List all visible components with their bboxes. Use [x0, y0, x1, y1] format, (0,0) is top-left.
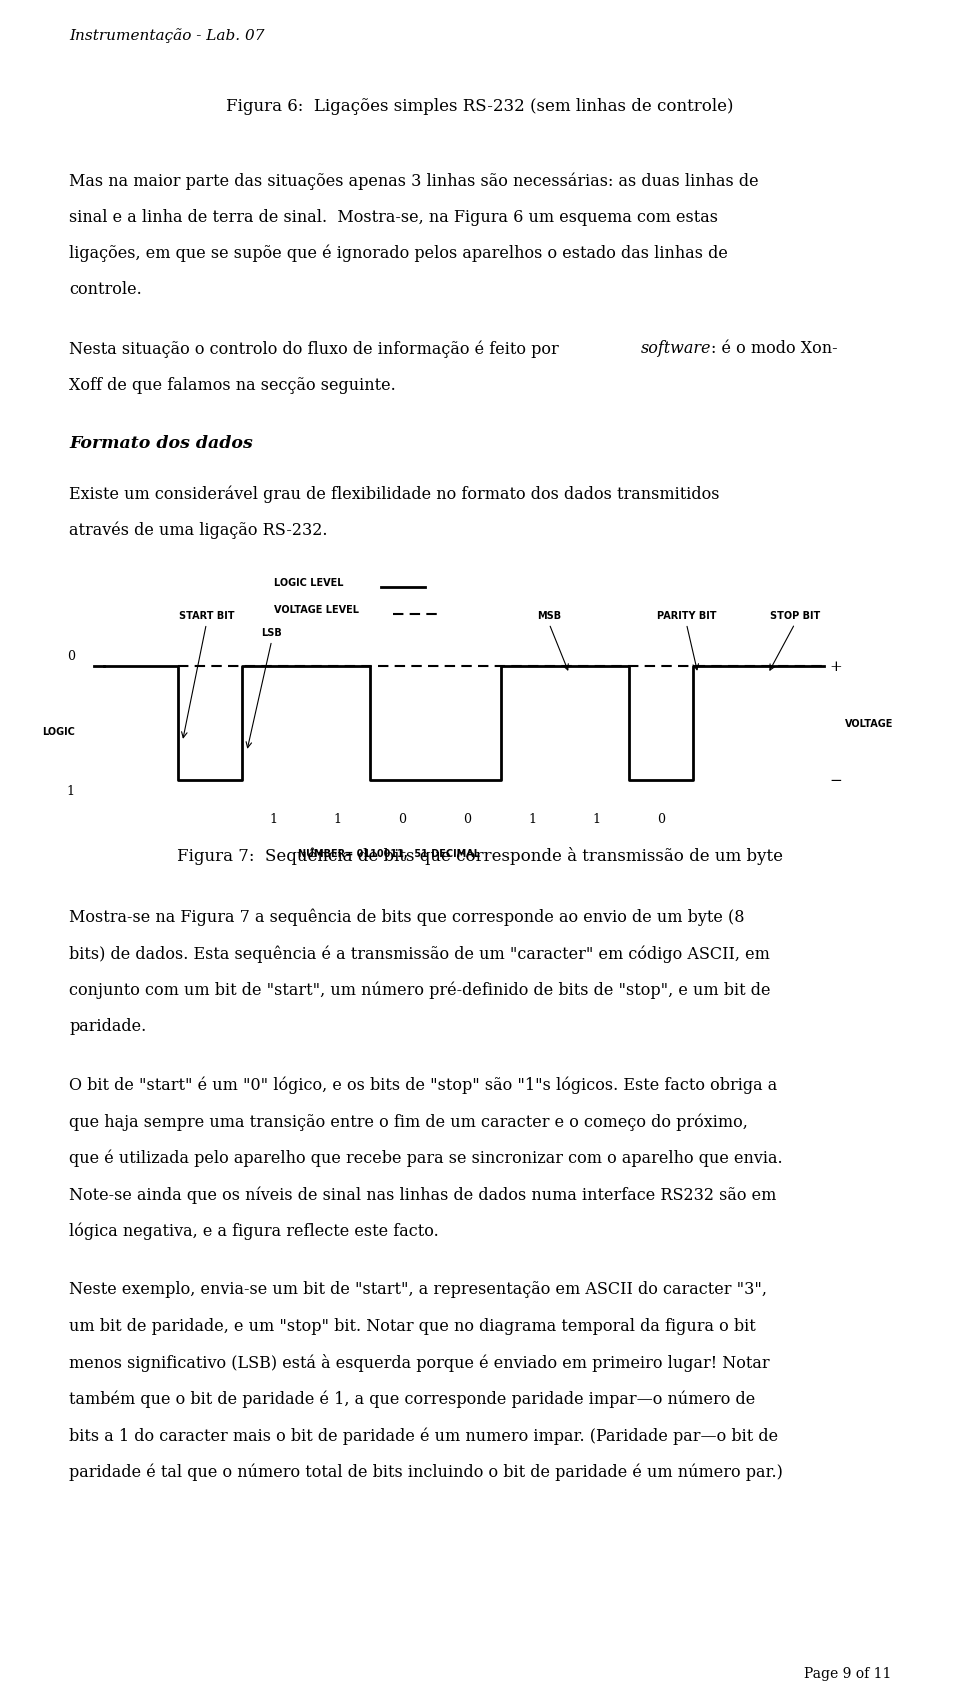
Text: menos significativo (LSB) está à esquerda porque é enviado em primeiro lugar! No: menos significativo (LSB) está à esquerd…	[69, 1353, 770, 1372]
Text: conjunto com um bit de "start", um número pré-definido de bits de "stop", e um b: conjunto com um bit de "start", um númer…	[69, 981, 771, 998]
Text: paridade é tal que o número total de bits incluindo o bit de paridade é um númer: paridade é tal que o número total de bit…	[69, 1462, 783, 1481]
Text: −: −	[829, 773, 842, 788]
Text: Neste exemplo, envia-se um bit de "start", a representação em ASCII do caracter : Neste exemplo, envia-se um bit de "start…	[69, 1280, 767, 1297]
Text: software: software	[640, 340, 710, 357]
Text: LOGIC LEVEL: LOGIC LEVEL	[274, 577, 343, 588]
Text: NUMBER= 0110011,  51 DECIMAL: NUMBER= 0110011, 51 DECIMAL	[298, 847, 480, 857]
Text: O bit de "start" é um "0" lógico, e os bits de "stop" são "1"s lógicos. Este fac: O bit de "start" é um "0" lógico, e os b…	[69, 1077, 778, 1094]
Text: que haja sempre uma transição entre o fim de um caracter e o começo do próximo,: que haja sempre uma transição entre o fi…	[69, 1112, 748, 1129]
Text: Note-se ainda que os níveis de sinal nas linhas de dados numa interface RS232 sã: Note-se ainda que os níveis de sinal nas…	[69, 1185, 777, 1202]
Text: MSB: MSB	[537, 610, 562, 620]
Text: 1: 1	[529, 812, 537, 825]
Text: lógica negativa, e a figura reflecte este facto.: lógica negativa, e a figura reflecte est…	[69, 1223, 439, 1240]
Text: 0: 0	[464, 812, 471, 825]
Text: sinal e a linha de terra de sinal.  Mostra-se, na Figura 6 um esquema com estas: sinal e a linha de terra de sinal. Mostr…	[69, 209, 718, 226]
Text: Formato dos dados: Formato dos dados	[69, 435, 252, 452]
Text: Instrumentação - Lab. 07: Instrumentação - Lab. 07	[69, 27, 265, 42]
Text: Existe um considerável grau de flexibilidade no formato dos dados transmitidos: Existe um considerável grau de flexibili…	[69, 484, 720, 503]
Text: 1: 1	[333, 812, 342, 825]
Text: 1: 1	[67, 784, 75, 796]
Text: Figura 6:  Ligações simples RS-232 (sem linhas de controle): Figura 6: Ligações simples RS-232 (sem l…	[227, 98, 733, 115]
Text: LOGIC: LOGIC	[42, 727, 75, 737]
Text: bits a 1 do caracter mais o bit de paridade é um numero impar. (Paridade par—o b: bits a 1 do caracter mais o bit de parid…	[69, 1426, 779, 1443]
Text: VOLTAGE: VOLTAGE	[845, 718, 893, 728]
Text: ligações, em que se supõe que é ignorado pelos aparelhos o estado das linhas de: ligações, em que se supõe que é ignorado…	[69, 245, 728, 263]
Text: 0: 0	[397, 812, 406, 825]
Text: PARITY BIT: PARITY BIT	[657, 610, 716, 620]
Text: Nesta situação o controlo do fluxo de informação é feito por: Nesta situação o controlo do fluxo de in…	[69, 340, 564, 357]
Text: controle.: controle.	[69, 282, 142, 299]
Text: VOLTAGE LEVEL: VOLTAGE LEVEL	[274, 604, 359, 615]
Text: Page 9 of 11: Page 9 of 11	[804, 1666, 891, 1679]
Text: Mas na maior parte das situações apenas 3 linhas são necessárias: as duas linhas: Mas na maior parte das situações apenas …	[69, 171, 758, 190]
Text: Figura 7:  Sequência de bits que corresponde à transmissão de um byte: Figura 7: Sequência de bits que correspo…	[177, 846, 783, 864]
Text: 0: 0	[657, 812, 665, 825]
Text: bits) de dados. Esta sequência é a transmissão de um "caracter" em código ASCII,: bits) de dados. Esta sequência é a trans…	[69, 944, 770, 963]
Text: : é o modo Xon-: : é o modo Xon-	[711, 340, 838, 357]
Text: START BIT: START BIT	[179, 610, 234, 620]
Text: Mostra-se na Figura 7 a sequência de bits que corresponde ao envio de um byte (8: Mostra-se na Figura 7 a sequência de bit…	[69, 908, 745, 925]
Text: que é utilizada pelo aparelho que recebe para se sincronizar com o aparelho que : que é utilizada pelo aparelho que recebe…	[69, 1150, 782, 1167]
Text: 0: 0	[67, 649, 75, 662]
Text: +: +	[829, 659, 842, 672]
Text: 1: 1	[592, 812, 601, 825]
Text: 1: 1	[270, 812, 277, 825]
Text: um bit de paridade, e um "stop" bit. Notar que no diagrama temporal da figura o : um bit de paridade, e um "stop" bit. Not…	[69, 1318, 756, 1335]
Text: Xoff de que falamos na secção seguinte.: Xoff de que falamos na secção seguinte.	[69, 377, 396, 394]
Text: também que o bit de paridade é 1, a que corresponde paridade impar—o número de: também que o bit de paridade é 1, a que …	[69, 1391, 756, 1408]
Text: paridade.: paridade.	[69, 1017, 146, 1034]
Text: LSB: LSB	[261, 627, 282, 637]
Text: STOP BIT: STOP BIT	[770, 610, 820, 620]
Text: através de uma ligação RS-232.: através de uma ligação RS-232.	[69, 521, 327, 538]
